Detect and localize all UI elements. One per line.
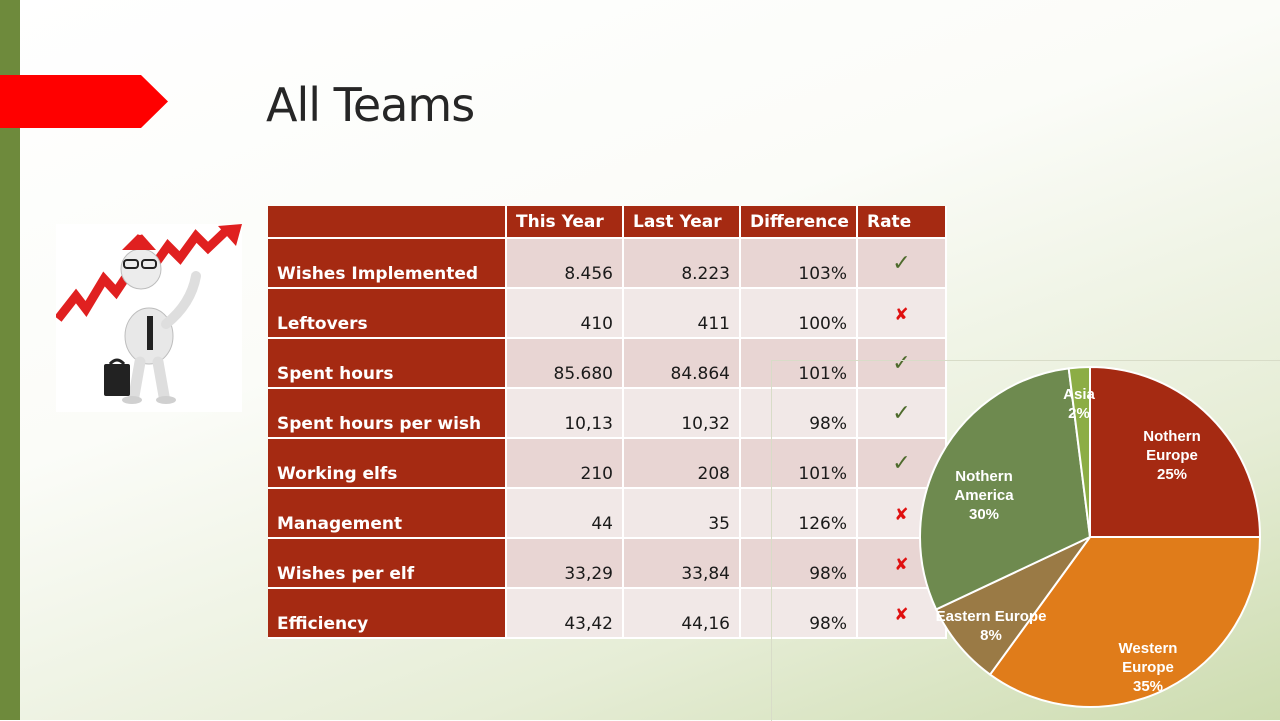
cell-this-year: 10,13 [505, 387, 624, 439]
pie-slice [919, 367, 1092, 611]
cell-difference: 126% [739, 487, 858, 539]
pie-data-label: Nothern Europe 25% [1143, 428, 1201, 483]
row-label: Leftovers [268, 287, 507, 339]
row-label: Working elfs [268, 437, 507, 489]
cross-icon: ✘ [894, 554, 909, 575]
pie-slice [1089, 365, 1262, 538]
check-icon: ✓ [892, 400, 911, 426]
cell-difference: 100% [739, 287, 858, 339]
cell-difference: 101% [739, 437, 858, 489]
teams-table: This Year Last Year Difference Rate Wish… [268, 206, 947, 639]
header-difference: Difference [739, 206, 858, 239]
check-icon: ✓ [892, 350, 911, 376]
cross-icon: ✘ [894, 604, 909, 625]
businessman-chart-image [54, 224, 242, 412]
cell-difference: 98% [739, 537, 858, 589]
table-row: Leftovers 410 411 100% ✘ [268, 287, 947, 339]
cell-difference: 101% [739, 337, 858, 389]
cell-rate: ✓ [856, 237, 947, 289]
cell-rate: ✘ [856, 287, 947, 339]
row-label: Wishes Implemented [268, 237, 507, 289]
pie-data-label: Asia 2% [1063, 386, 1095, 422]
cell-this-year: 85.680 [505, 337, 624, 389]
table-row: Wishes per elf 33,29 33,84 98% ✘ [268, 537, 947, 589]
pie-svg: Nothern Europe 25% Western Europe 35% Eastern … [919, 365, 1262, 708]
cell-last-year: 44,16 [622, 587, 741, 639]
accent-bar [0, 0, 20, 720]
slide-title: All Teams [266, 78, 475, 132]
table-row: Management 44 35 126% ✘ [268, 487, 947, 539]
pie-data-label: Eastern Europe 8% [936, 608, 1047, 644]
region-pie-chart: Nothern Europe 25% Western Europe 35% Eastern … [771, 360, 1280, 721]
cell-last-year: 411 [622, 287, 741, 339]
table-row: Spent hours 85.680 84.864 101% ✓ [268, 337, 947, 389]
pie-data-label: Western Europe 35% [1119, 640, 1178, 695]
table-header-row: This Year Last Year Difference Rate [268, 206, 947, 239]
row-label: Spent hours per wish [268, 387, 507, 439]
cell-rate: ✓ [856, 337, 947, 389]
pie-data-label: Nothern America 30% [954, 468, 1014, 523]
cell-rate: ✓ [856, 387, 947, 439]
table-row: Working elfs 210 208 101% ✓ [268, 437, 947, 489]
cross-icon: ✘ [894, 504, 909, 525]
header-this-year: This Year [505, 206, 624, 239]
cell-last-year: 84.864 [622, 337, 741, 389]
row-label: Management [268, 487, 507, 539]
table-row: Spent hours per wish 10,13 10,32 98% ✓ [268, 387, 947, 439]
header-label [268, 206, 507, 239]
cell-this-year: 410 [505, 287, 624, 339]
cell-this-year: 43,42 [505, 587, 624, 639]
row-label: Wishes per elf [268, 537, 507, 589]
cell-difference: 98% [739, 387, 858, 439]
red-arrow-shape [0, 75, 168, 128]
cell-last-year: 208 [622, 437, 741, 489]
cell-this-year: 44 [505, 487, 624, 539]
row-label: Spent hours [268, 337, 507, 389]
pie-slice [1067, 365, 1091, 538]
row-label: Efficiency [268, 587, 507, 639]
cross-icon: ✘ [894, 304, 909, 325]
cell-last-year: 35 [622, 487, 741, 539]
cell-last-year: 33,84 [622, 537, 741, 589]
cell-this-year: 33,29 [505, 537, 624, 589]
check-icon: ✓ [892, 450, 911, 476]
header-rate: Rate [856, 206, 947, 239]
check-icon: ✓ [892, 250, 911, 276]
cell-this-year: 8.456 [505, 237, 624, 289]
cell-last-year: 8.223 [622, 237, 741, 289]
cell-difference: 103% [739, 237, 858, 289]
cell-difference: 98% [739, 587, 858, 639]
cell-last-year: 10,32 [622, 387, 741, 439]
table-row: Wishes Implemented 8.456 8.223 103% ✓ [268, 237, 947, 289]
pie-slice [988, 536, 1262, 708]
header-last-year: Last Year [622, 206, 741, 239]
table-row: Efficiency 43,42 44,16 98% ✘ [268, 587, 947, 639]
cell-this-year: 210 [505, 437, 624, 489]
